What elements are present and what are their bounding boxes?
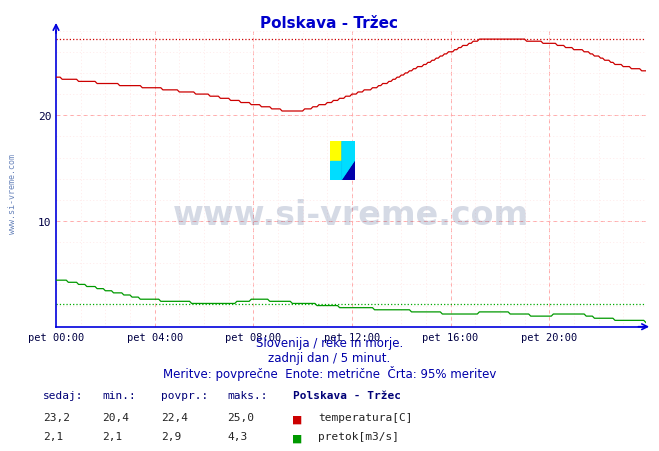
- Text: 2,1: 2,1: [102, 431, 123, 441]
- Text: Polskava - Tržec: Polskava - Tržec: [260, 16, 399, 31]
- Text: sedaj:: sedaj:: [43, 390, 83, 400]
- Text: 4,3: 4,3: [227, 431, 248, 441]
- Text: ■: ■: [293, 412, 310, 426]
- Bar: [330, 142, 342, 161]
- Text: 2,9: 2,9: [161, 431, 182, 441]
- Bar: [330, 161, 342, 180]
- Text: Polskava - Tržec: Polskava - Tržec: [293, 390, 401, 400]
- Polygon shape: [342, 161, 355, 180]
- Text: 2,1: 2,1: [43, 431, 63, 441]
- Text: zadnji dan / 5 minut.: zadnji dan / 5 minut.: [268, 351, 391, 364]
- Bar: [342, 142, 355, 180]
- Text: 25,0: 25,0: [227, 412, 254, 422]
- Text: 20,4: 20,4: [102, 412, 129, 422]
- Text: 22,4: 22,4: [161, 412, 188, 422]
- Text: Meritve: povprečne  Enote: metrične  Črta: 95% meritev: Meritve: povprečne Enote: metrične Črta:…: [163, 365, 496, 380]
- Text: www.si-vreme.com: www.si-vreme.com: [173, 198, 529, 231]
- Text: temperatura[C]: temperatura[C]: [318, 412, 413, 422]
- Text: pretok[m3/s]: pretok[m3/s]: [318, 431, 399, 441]
- Polygon shape: [342, 142, 355, 180]
- Text: 23,2: 23,2: [43, 412, 70, 422]
- Text: ■: ■: [293, 431, 310, 445]
- Text: maks.:: maks.:: [227, 390, 268, 400]
- Text: Slovenija / reke in morje.: Slovenija / reke in morje.: [256, 336, 403, 349]
- Text: min.:: min.:: [102, 390, 136, 400]
- Text: povpr.:: povpr.:: [161, 390, 209, 400]
- Text: www.si-vreme.com: www.si-vreme.com: [8, 154, 17, 234]
